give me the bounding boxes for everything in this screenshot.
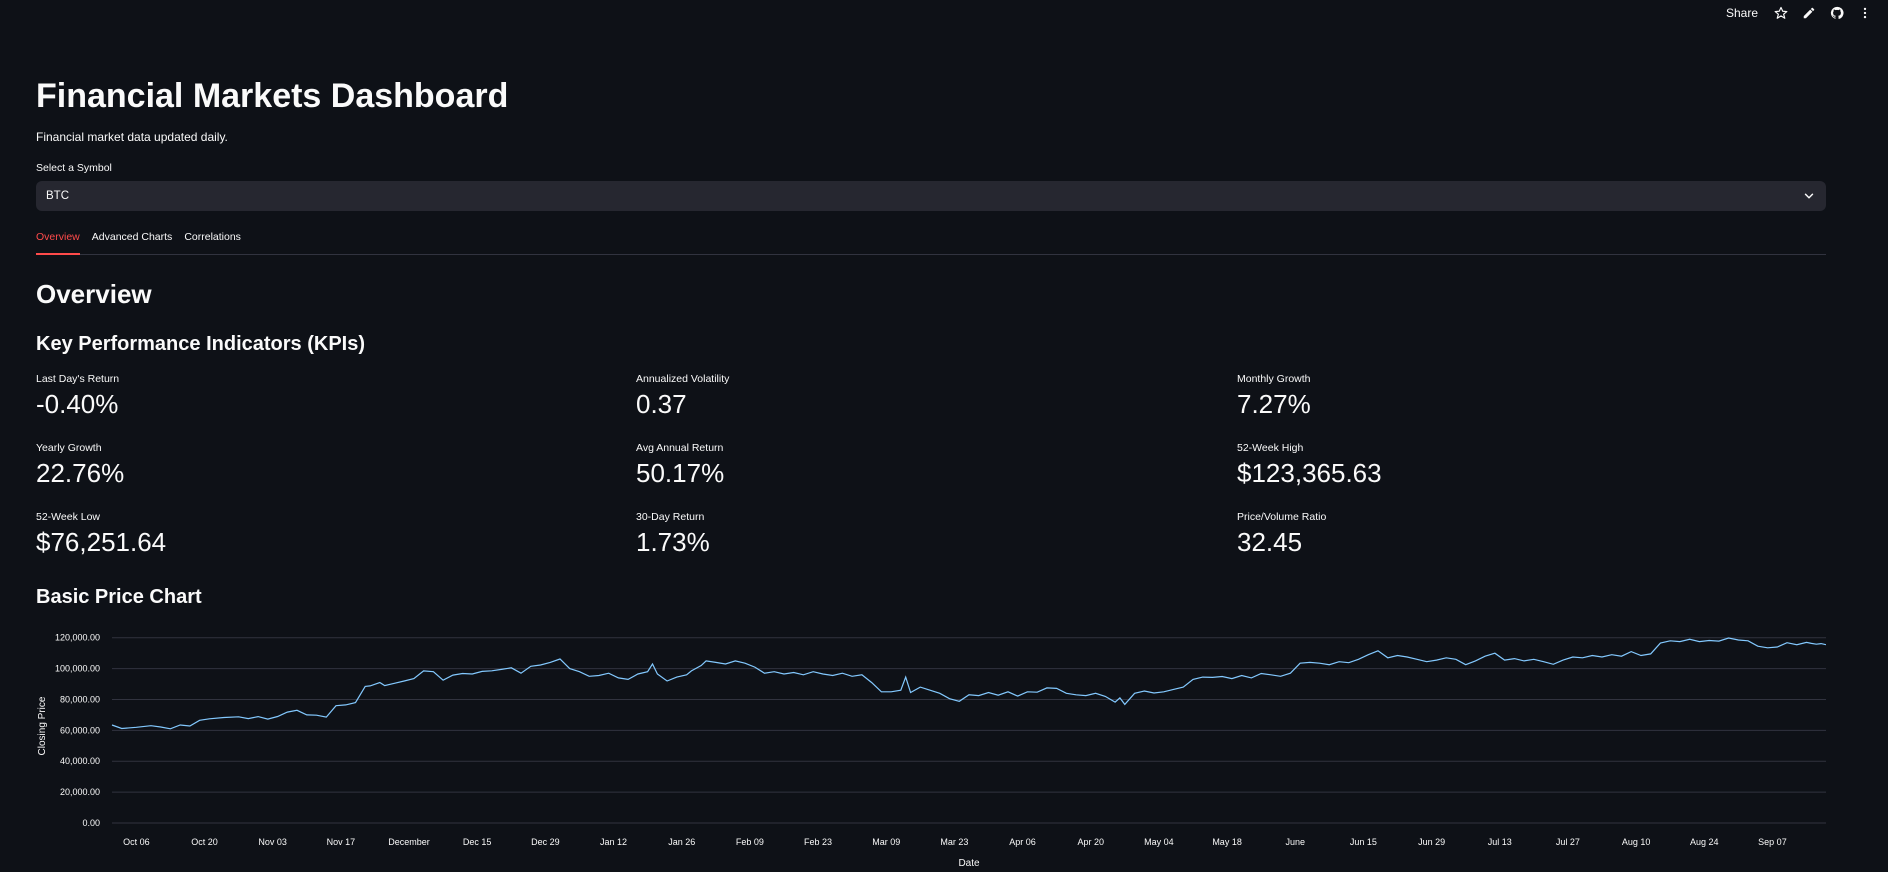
kpi-price-volume-ratio: Price/Volume Ratio 32.45 [1237,509,1797,559]
x-tick-label: Feb 09 [736,837,764,847]
x-tick-label: Jul 13 [1488,837,1512,847]
x-tick-label: Sep 07 [1758,837,1787,847]
symbol-select[interactable]: BTC [36,181,1826,211]
share-button[interactable]: Share [1725,6,1758,20]
y-tick-label: 80,000.00 [60,694,100,704]
x-tick-label: Aug 10 [1622,837,1651,847]
x-tick-label: May 18 [1212,837,1242,847]
kpi-value: $123,365.63 [1237,458,1382,488]
y-tick-label: 120,000.00 [55,633,100,643]
page-title: Financial Markets Dashboard [36,77,509,115]
series-line-btc[interactable] [111,637,1827,730]
kpi-annualized-volatility: Annualized Volatility 0.37 [636,371,1196,421]
page-subtitle: Financial market data updated daily. [36,130,228,144]
y-tick-label: 100,000.00 [55,664,100,674]
kpi-avg-annual-return: Avg Annual Return 50.17% [636,440,1196,490]
y-tick-label: 40,000.00 [60,756,100,766]
x-tick-label: Mar 23 [940,837,968,847]
kpi-yearly-growth: Yearly Growth 22.76% [36,440,596,490]
chart-gridlines [112,637,1826,824]
tab-bar: Overview Advanced Charts Correlations [36,226,1826,255]
x-tick-label: Dec 15 [463,837,492,847]
x-tick-label: Oct 20 [191,837,218,847]
x-tick-label: Jun 15 [1350,837,1377,847]
kpi-label: Annualized Volatility [636,373,730,385]
x-tick-label: Feb 23 [804,837,832,847]
kpi-52-week-low: 52-Week Low $76,251.64 [36,509,596,559]
x-tick-label: Nov 03 [258,837,287,847]
symbol-select-value: BTC [46,190,69,202]
kpi-52-week-high: 52-Week High $123,365.63 [1237,440,1797,490]
edit-icon[interactable] [1800,4,1818,22]
y-axis-label: Closing Price [37,696,48,755]
x-axis-ticks: Oct 06 Oct 20 Nov 03 Nov 17 December Dec 15 De… [123,837,1787,847]
x-tick-label: Mar 09 [872,837,900,847]
price-chart-svg[interactable]: 120,000.00 100,000.00 80,000.00 60,000.00 40… [36,622,1827,869]
x-tick-label: Jun 29 [1418,837,1445,847]
symbol-select-label: Select a Symbol [36,162,112,174]
x-tick-label: Jul 27 [1556,837,1580,847]
price-chart[interactable]: 120,000.00 100,000.00 80,000.00 60,000.00 40… [36,622,1827,869]
kpi-value: $76,251.64 [36,527,167,557]
kpi-value: 7.27% [1237,389,1311,419]
x-tick-label: Aug 24 [1690,837,1719,847]
star-icon[interactable] [1772,4,1790,22]
kpi-value: 1.73% [636,527,710,557]
kpi-label: 30-Day Return [636,511,705,523]
x-tick-label: December [388,837,430,847]
x-tick-label: Jan 12 [600,837,627,847]
x-axis-label: Date [958,858,980,867]
kpi-30-day-return: 30-Day Return 1.73% [636,509,1196,559]
x-tick-label: Dec 29 [531,837,560,847]
chevron-down-icon [1804,193,1814,199]
kpi-label: 52-Week Low [36,511,101,523]
kpi-label: 52-Week High [1237,442,1304,454]
kpi-value: -0.40% [36,389,119,419]
y-axis-ticks: 120,000.00 100,000.00 80,000.00 60,000.00 40… [55,633,100,828]
kpi-value: 0.37 [636,389,687,419]
tab-overview[interactable]: Overview [36,226,80,255]
kpi-label: Price/Volume Ratio [1237,511,1327,523]
kpi-last-day-return: Last Day's Return -0.40% [36,371,596,421]
y-tick-label: 20,000.00 [60,787,100,797]
x-tick-label: June [1285,837,1305,847]
y-tick-label: 60,000.00 [60,725,100,735]
y-tick-label: 0.00 [82,818,100,828]
x-tick-label: Oct 06 [123,837,150,847]
kpi-label: Last Day's Return [36,373,120,385]
more-icon[interactable] [1856,4,1874,22]
kpi-label: Yearly Growth [36,442,102,454]
chart-heading: Basic Price Chart [36,586,202,608]
github-icon[interactable] [1828,4,1846,22]
overview-heading: Overview [36,279,152,309]
tab-correlations[interactable]: Correlations [184,231,241,243]
x-tick-label: Nov 17 [327,837,356,847]
kpi-value: 22.76% [36,458,125,488]
x-tick-label: Jan 26 [668,837,695,847]
tab-advanced-charts[interactable]: Advanced Charts [91,231,173,243]
app-toolbar: Share [1726,0,1888,26]
kpi-heading: Key Performance Indicators (KPIs) [36,333,365,355]
kpi-label: Avg Annual Return [636,442,724,454]
kpi-value: 32.45 [1237,527,1303,557]
x-tick-label: May 04 [1144,837,1174,847]
kpi-label: Monthly Growth [1237,373,1311,385]
x-tick-label: Apr 06 [1009,837,1036,847]
x-tick-label: Apr 20 [1077,837,1104,847]
kpi-value: 50.17% [636,458,725,488]
kpi-monthly-growth: Monthly Growth 7.27% [1237,371,1797,421]
